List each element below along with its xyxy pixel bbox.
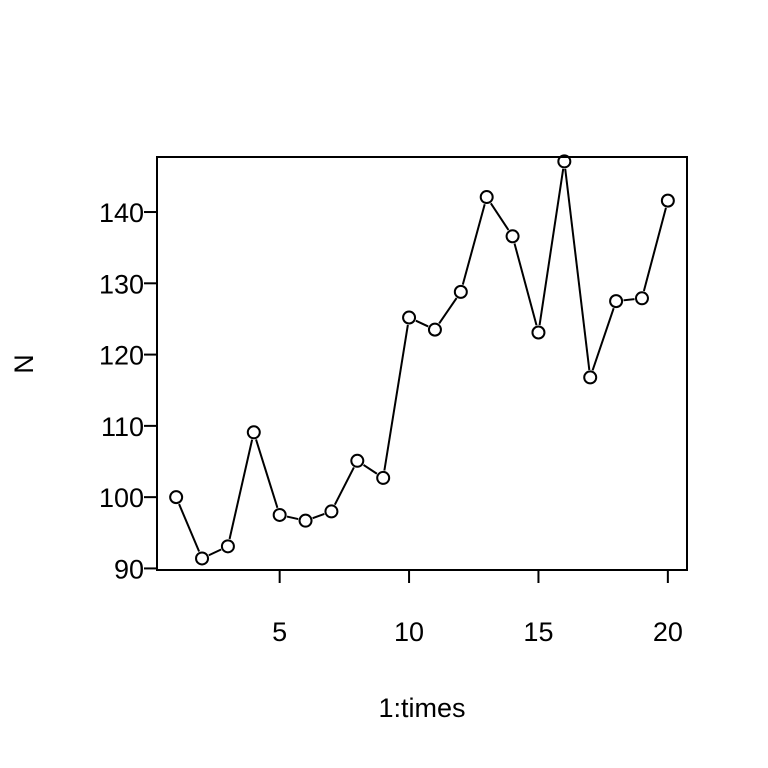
series-segment: [642, 207, 667, 292]
data-point: [376, 470, 391, 485]
series-segment: [363, 464, 378, 475]
data-point: [402, 310, 417, 325]
data-point: [634, 291, 649, 306]
data-point: [531, 325, 546, 340]
data-point: [220, 539, 235, 554]
data-point: [169, 490, 184, 505]
x-tick-label: 20: [653, 617, 683, 647]
y-axis: 90 100 110 120 130 140: [99, 198, 158, 584]
data-point: [583, 370, 598, 385]
x-axis-title: 1:times: [378, 693, 465, 723]
data-point: [298, 513, 313, 528]
series-segment: [228, 439, 254, 540]
data-point: [505, 229, 520, 244]
series-markers: [169, 154, 675, 566]
series-segment: [415, 319, 429, 328]
series-segment: [255, 439, 279, 509]
series-segment: [489, 202, 510, 231]
data-point: [557, 154, 572, 169]
series-segment: [208, 548, 222, 557]
series-segment: [591, 307, 615, 371]
data-point: [272, 507, 287, 522]
x-tick-label: 5: [272, 617, 287, 647]
data-point: [195, 551, 210, 566]
series-segment: [538, 168, 565, 326]
y-tick-label: 90: [114, 554, 144, 584]
series-segment: [312, 512, 325, 520]
y-tick-label: 130: [99, 269, 144, 299]
data-point: [479, 190, 494, 205]
data-point: [350, 453, 365, 468]
x-tick-label: 15: [523, 617, 553, 647]
x-tick-label: 10: [394, 617, 424, 647]
series-segment: [333, 467, 355, 506]
x-axis: 5 10 15 20: [272, 569, 683, 647]
series-segments: [178, 168, 667, 557]
data-point: [660, 193, 675, 208]
y-axis-title: N: [9, 354, 39, 374]
y-tick-label: 100: [99, 483, 144, 513]
data-point: [427, 322, 442, 337]
data-point: [453, 284, 468, 299]
series-segment: [564, 168, 591, 371]
series-segment: [461, 204, 486, 285]
y-tick-label: 140: [99, 198, 144, 228]
data-point: [246, 425, 261, 440]
data-point: [324, 504, 339, 519]
series-segment: [438, 297, 458, 325]
data-point: [609, 294, 624, 309]
series-segment: [623, 298, 635, 302]
series-segment: [286, 515, 299, 521]
series-segment: [178, 503, 201, 552]
y-tick-label: 110: [101, 412, 144, 442]
series-segment: [513, 243, 538, 326]
y-tick-label: 120: [99, 341, 144, 371]
series-segment: [383, 324, 409, 471]
